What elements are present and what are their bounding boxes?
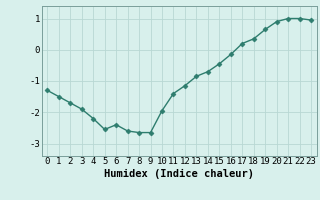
X-axis label: Humidex (Indice chaleur): Humidex (Indice chaleur) bbox=[104, 169, 254, 179]
